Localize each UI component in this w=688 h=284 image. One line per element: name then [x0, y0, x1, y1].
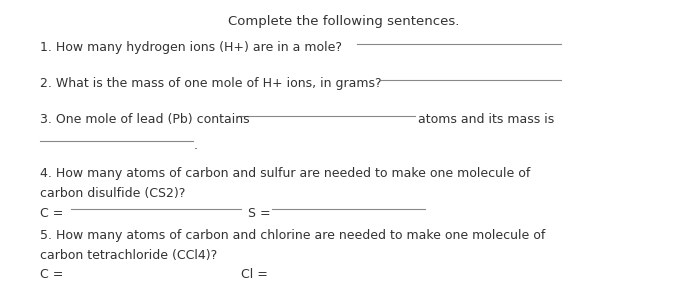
Text: S =: S = [248, 207, 270, 220]
Text: 4. How many atoms of carbon and sulfur are needed to make one molecule of: 4. How many atoms of carbon and sulfur a… [40, 167, 530, 180]
Text: carbon tetrachloride (CCl4)?: carbon tetrachloride (CCl4)? [40, 249, 217, 262]
Text: Complete the following sentences.: Complete the following sentences. [228, 15, 459, 28]
Text: 2. What is the mass of one mole of H+ ions, in grams?: 2. What is the mass of one mole of H+ io… [40, 78, 382, 90]
Text: C =: C = [40, 268, 63, 281]
Text: C =: C = [40, 207, 63, 220]
Text: .: . [193, 139, 197, 152]
Text: 5. How many atoms of carbon and chlorine are needed to make one molecule of: 5. How many atoms of carbon and chlorine… [40, 229, 546, 242]
Text: carbon disulfide (CS2)?: carbon disulfide (CS2)? [40, 187, 186, 200]
Text: Cl =: Cl = [241, 268, 268, 281]
Text: 3. One mole of lead (Pb) contains: 3. One mole of lead (Pb) contains [40, 113, 250, 126]
Text: atoms and its mass is: atoms and its mass is [418, 113, 555, 126]
Text: 1. How many hydrogen ions (H+) are in a mole?: 1. How many hydrogen ions (H+) are in a … [40, 41, 342, 55]
